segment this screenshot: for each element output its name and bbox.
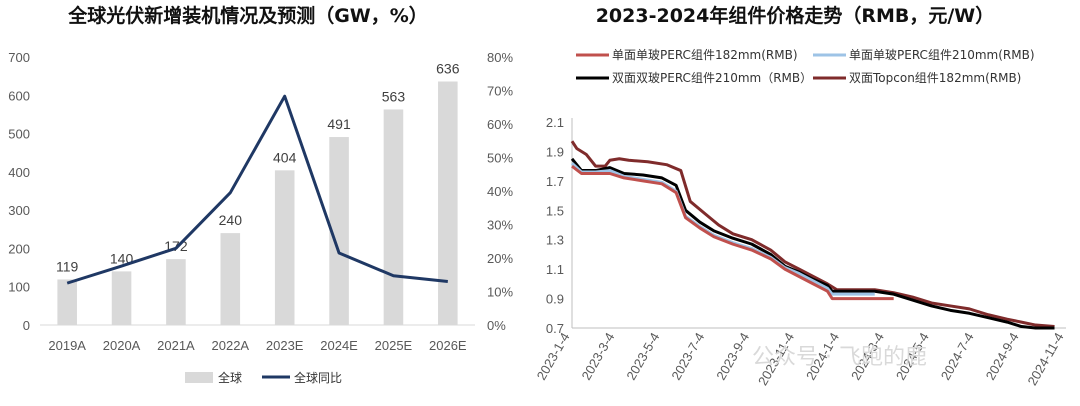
bar	[111, 271, 132, 325]
bar	[166, 259, 186, 325]
right-x-tick-label: 2023-9-4	[713, 330, 752, 383]
legend-label-perc182: 单面单玻PERC组件182mm(RMB)	[612, 48, 798, 62]
right-y-tick-label: 70%	[487, 84, 513, 99]
right-grid	[571, 118, 1066, 329]
price-line-2	[570, 157, 1055, 330]
left-line	[66, 94, 448, 285]
bar	[329, 137, 349, 325]
right-y-tick-label: 0.7	[546, 321, 564, 336]
right-x-tick-label: 2024-9-4	[983, 330, 1022, 383]
left-y-tick-label: 400	[8, 165, 30, 180]
left-chart: 全球光伏新增装机情况及预测（GW，%） 11914017224040449156…	[8, 4, 513, 385]
yoy-line	[66, 94, 448, 285]
bar-value-label: 491	[327, 116, 351, 132]
right-chart: 2023-2024年组件价格走势（RMB，元/W） 单面单玻PERC组件182m…	[534, 4, 1067, 388]
legend-label-topcon182: 双面Topcon组件182mm(RMB)	[849, 71, 1021, 85]
left-y-tick-label: 200	[8, 241, 30, 256]
bar-value-label: 140	[110, 250, 134, 266]
bar	[220, 233, 241, 325]
right-y-tick-label: 40%	[487, 184, 513, 199]
left-y-tick-label: 500	[8, 127, 30, 142]
right-y-tick-label: 30%	[487, 218, 513, 233]
left-y-tick-label: 0	[23, 318, 30, 333]
legend-label-perc210: 单面单玻PERC组件210mm(RMB)	[849, 48, 1035, 62]
left-y-tick-label: 700	[8, 50, 30, 65]
watermark-text: 公众号 · 飞跑的鹿	[752, 345, 927, 370]
x-tick-label: 2021A	[157, 338, 195, 353]
left-chart-title: 全球光伏新增装机情况及预测（GW，%）	[67, 4, 428, 27]
x-tick-label: 2024E	[320, 338, 358, 353]
right-x-tick-label: 2023-3-4	[578, 330, 617, 383]
right-x-tick-label: 2023-5-4	[623, 330, 662, 383]
bar-value-label: 404	[273, 149, 297, 165]
legend-label-bar: 全球	[218, 370, 242, 385]
x-tick-label: 2020A	[103, 338, 141, 353]
right-y-tick-label: 1.3	[546, 233, 564, 248]
right-x-tick-label: 2023-1-4	[534, 330, 573, 383]
x-tick-label: 2019A	[48, 338, 86, 353]
left-y-tick-label: 600	[8, 88, 30, 103]
right-x-tick-label: 2024-7-4	[938, 330, 977, 383]
price-line-3	[570, 140, 1055, 329]
x-tick-label: 2023E	[266, 338, 304, 353]
bar	[438, 81, 458, 325]
right-y-tick-label: 50%	[487, 151, 513, 166]
right-x-tick-label: 2023-7-4	[668, 330, 707, 383]
legend-swatch-bar	[185, 372, 213, 383]
bar-value-label: 636	[436, 61, 460, 77]
right-y-tick-label: 60%	[487, 117, 513, 132]
left-ticks: 0 100 200 300 400 500 600 700 0% 10% 20% 30% 40% 50% 6…	[8, 50, 513, 353]
left-legend: 全球 全球同比	[185, 370, 342, 385]
bar-value-label: 119	[56, 258, 79, 274]
right-legend: 单面单玻PERC组件182mm(RMB) 单面单玻PERC组件210mm(RMB…	[576, 48, 1035, 85]
x-tick-label: 2022A	[212, 338, 250, 353]
legend-label-line: 全球同比	[294, 370, 342, 385]
right-y-tick-label: 0.9	[546, 292, 564, 307]
right-y-tick-label: 20%	[487, 251, 513, 266]
bar-value-label: 240	[219, 212, 243, 228]
legend-label-bifacial210: 双面双玻PERC组件210mm（RMB）	[612, 71, 812, 85]
bar-value-label: 563	[382, 88, 406, 104]
x-tick-label: 2025E	[375, 338, 413, 353]
right-y-tick-label: 80%	[487, 50, 513, 65]
right-y-tick-label: 1.5	[546, 203, 564, 218]
bar	[383, 109, 404, 325]
right-y-tick-label: 10%	[487, 285, 513, 300]
right-chart-title: 2023-2024年组件价格走势（RMB，元/W）	[596, 4, 995, 27]
right-y-tick-label: 2.1	[546, 115, 564, 130]
bar	[274, 170, 295, 325]
right-y-tick-label: 1.1	[546, 262, 564, 277]
right-y-tick-label: 1.9	[546, 144, 564, 159]
bar	[57, 279, 77, 325]
price-line-0	[571, 164, 894, 301]
left-y-tick-label: 100	[8, 280, 30, 295]
right-y-tick-label: 0%	[487, 318, 506, 333]
left-y-tick-label: 300	[8, 203, 30, 218]
right-lines	[570, 140, 1055, 330]
right-x-tick-label: 2024-11-4	[1024, 330, 1066, 388]
right-y-tick-label: 1.7	[546, 174, 564, 189]
x-tick-label: 2026E	[429, 338, 467, 353]
